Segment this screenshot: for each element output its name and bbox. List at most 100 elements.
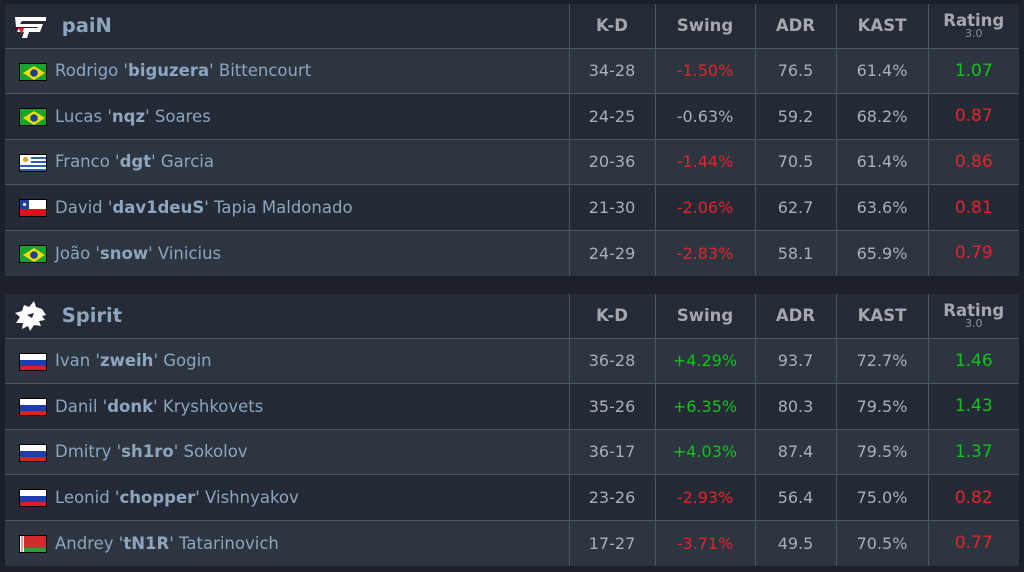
adr-value: 59.2 xyxy=(755,93,837,140)
rating-value: 0.82 xyxy=(928,474,1019,521)
player-nickname[interactable]: dav1deuS xyxy=(112,197,205,217)
adr-value: 93.7 xyxy=(755,338,837,385)
flag-brazil-icon xyxy=(19,245,47,264)
kast-value: 75.0% xyxy=(836,474,929,521)
col-header-kd[interactable]: K-D xyxy=(569,4,656,49)
player-name-cell[interactable]: David 'dav1deuS' Tapia Maldonado xyxy=(5,184,570,231)
table-header: paiN K-D Swing ADR KAST Rating 3.0 xyxy=(5,4,1019,49)
adr-value: 58.1 xyxy=(755,230,837,276)
player-nickname[interactable]: dgt xyxy=(119,152,152,172)
rating-value: 0.81 xyxy=(928,184,1019,231)
player-nickname[interactable]: tN1R xyxy=(123,533,170,553)
player-name-cell[interactable]: Franco 'dgt' Garcia xyxy=(5,139,570,186)
team-stats-table-spirit: Spirit K-D Swing ADR KAST Rating 3.0 Iva… xyxy=(5,294,1019,566)
player-nickname[interactable]: snow xyxy=(99,243,149,263)
team-name[interactable]: paiN xyxy=(61,14,112,38)
kast-value: 70.5% xyxy=(836,520,929,566)
rating-value: 1.07 xyxy=(928,48,1019,95)
kast-value: 79.5% xyxy=(836,429,929,476)
rating-value: 0.77 xyxy=(928,520,1019,566)
rating-value: 1.43 xyxy=(928,383,1019,430)
player-name-cell[interactable]: Dmitry 'sh1ro' Sokolov xyxy=(5,429,570,476)
adr-value: 76.5 xyxy=(755,48,837,95)
swing-value: -2.83% xyxy=(655,230,756,276)
adr-value: 87.4 xyxy=(755,429,837,476)
swing-value: -2.06% xyxy=(655,184,756,231)
col-header-rating[interactable]: Rating 3.0 xyxy=(928,4,1019,49)
player-nickname[interactable]: chopper xyxy=(119,487,196,507)
kast-value: 65.9% xyxy=(836,230,929,276)
player-nickname[interactable]: sh1ro xyxy=(121,442,174,462)
flag-russia-icon xyxy=(19,352,47,371)
player-name-cell[interactable]: Danil 'donk' Kryshkovets xyxy=(5,383,570,430)
player-name-cell[interactable]: Lucas 'nqz' Soares xyxy=(5,93,570,140)
flag-brazil-icon xyxy=(19,62,47,81)
rating-label: Rating xyxy=(943,300,1005,320)
flag-russia-icon xyxy=(19,443,47,462)
col-header-kast[interactable]: KAST xyxy=(836,294,929,339)
kast-value: 61.4% xyxy=(836,48,929,95)
kd-value: 36-17 xyxy=(569,429,656,476)
player-row: Rodrigo 'biguzera' Bittencourt 34-28 -1.… xyxy=(5,48,1019,95)
kast-value: 61.4% xyxy=(836,139,929,186)
player-row: João 'snow' Vinicius 24-29 -2.83% 58.1 6… xyxy=(5,230,1019,276)
swing-value: -0.63% xyxy=(655,93,756,140)
player-row: Dmitry 'sh1ro' Sokolov 36-17 +4.03% 87.4… xyxy=(5,429,1019,476)
player-row: Ivan 'zweih' Gogin 36-28 +4.29% 93.7 72.… xyxy=(5,338,1019,385)
adr-value: 56.4 xyxy=(755,474,837,521)
team-stats-table-pain: paiN K-D Swing ADR KAST Rating 3.0 Rodri… xyxy=(5,4,1019,276)
kd-value: 24-25 xyxy=(569,93,656,140)
rating-label: Rating xyxy=(943,10,1005,30)
rating-value: 1.46 xyxy=(928,338,1019,385)
player-row: Franco 'dgt' Garcia 20-36 -1.44% 70.5 61… xyxy=(5,139,1019,186)
rating-version: 3.0 xyxy=(965,316,983,330)
kast-value: 72.7% xyxy=(836,338,929,385)
rating-version: 3.0 xyxy=(965,26,983,40)
flag-russia-icon xyxy=(19,398,47,417)
col-header-rating[interactable]: Rating 3.0 xyxy=(928,294,1019,339)
player-row: Lucas 'nqz' Soares 24-25 -0.63% 59.2 68.… xyxy=(5,93,1019,140)
team-name[interactable]: Spirit xyxy=(61,304,123,328)
col-header-swing[interactable]: Swing xyxy=(655,294,756,339)
player-nickname[interactable]: biguzera xyxy=(128,61,210,81)
adr-value: 70.5 xyxy=(755,139,837,186)
player-row: Andrey 'tN1R' Tatarinovich 17-27 -3.71% … xyxy=(5,520,1019,566)
player-row: Leonid 'chopper' Vishnyakov 23-26 -2.93%… xyxy=(5,474,1019,521)
team-header[interactable]: Spirit xyxy=(5,294,570,339)
flag-belarus-icon xyxy=(19,535,47,554)
rating-value: 0.79 xyxy=(928,230,1019,276)
flag-uruguay-icon xyxy=(19,153,47,172)
adr-value: 49.5 xyxy=(755,520,837,566)
player-nickname[interactable]: donk xyxy=(107,396,154,416)
player-name-cell[interactable]: Andrey 'tN1R' Tatarinovich xyxy=(5,520,570,566)
swing-value: +6.35% xyxy=(655,383,756,430)
team-header[interactable]: paiN xyxy=(5,4,570,49)
kd-value: 21-30 xyxy=(569,184,656,231)
col-header-kast[interactable]: KAST xyxy=(836,4,929,49)
rating-value: 1.37 xyxy=(928,429,1019,476)
swing-value: +4.29% xyxy=(655,338,756,385)
col-header-swing[interactable]: Swing xyxy=(655,4,756,49)
swing-value: -1.44% xyxy=(655,139,756,186)
kast-value: 68.2% xyxy=(836,93,929,140)
kd-value: 23-26 xyxy=(569,474,656,521)
player-name-cell[interactable]: Leonid 'chopper' Vishnyakov xyxy=(5,474,570,521)
flag-brazil-icon xyxy=(19,108,47,127)
col-header-kd[interactable]: K-D xyxy=(569,294,656,339)
kast-value: 79.5% xyxy=(836,383,929,430)
player-name-cell[interactable]: Rodrigo 'biguzera' Bittencourt xyxy=(5,48,570,95)
player-name-cell[interactable]: João 'snow' Vinicius xyxy=(5,230,570,276)
rating-value: 0.86 xyxy=(928,139,1019,186)
kd-value: 17-27 xyxy=(569,520,656,566)
flag-russia-icon xyxy=(19,489,47,508)
swing-value: -1.50% xyxy=(655,48,756,95)
player-name-cell[interactable]: Ivan 'zweih' Gogin xyxy=(5,338,570,385)
kd-value: 34-28 xyxy=(569,48,656,95)
col-header-adr[interactable]: ADR xyxy=(755,294,837,339)
kd-value: 35-26 xyxy=(569,383,656,430)
player-nickname[interactable]: zweih xyxy=(99,351,154,371)
col-header-adr[interactable]: ADR xyxy=(755,4,837,49)
table-header: Spirit K-D Swing ADR KAST Rating 3.0 xyxy=(5,294,1019,339)
player-nickname[interactable]: nqz xyxy=(111,106,146,126)
pain-logo-icon xyxy=(15,16,46,38)
